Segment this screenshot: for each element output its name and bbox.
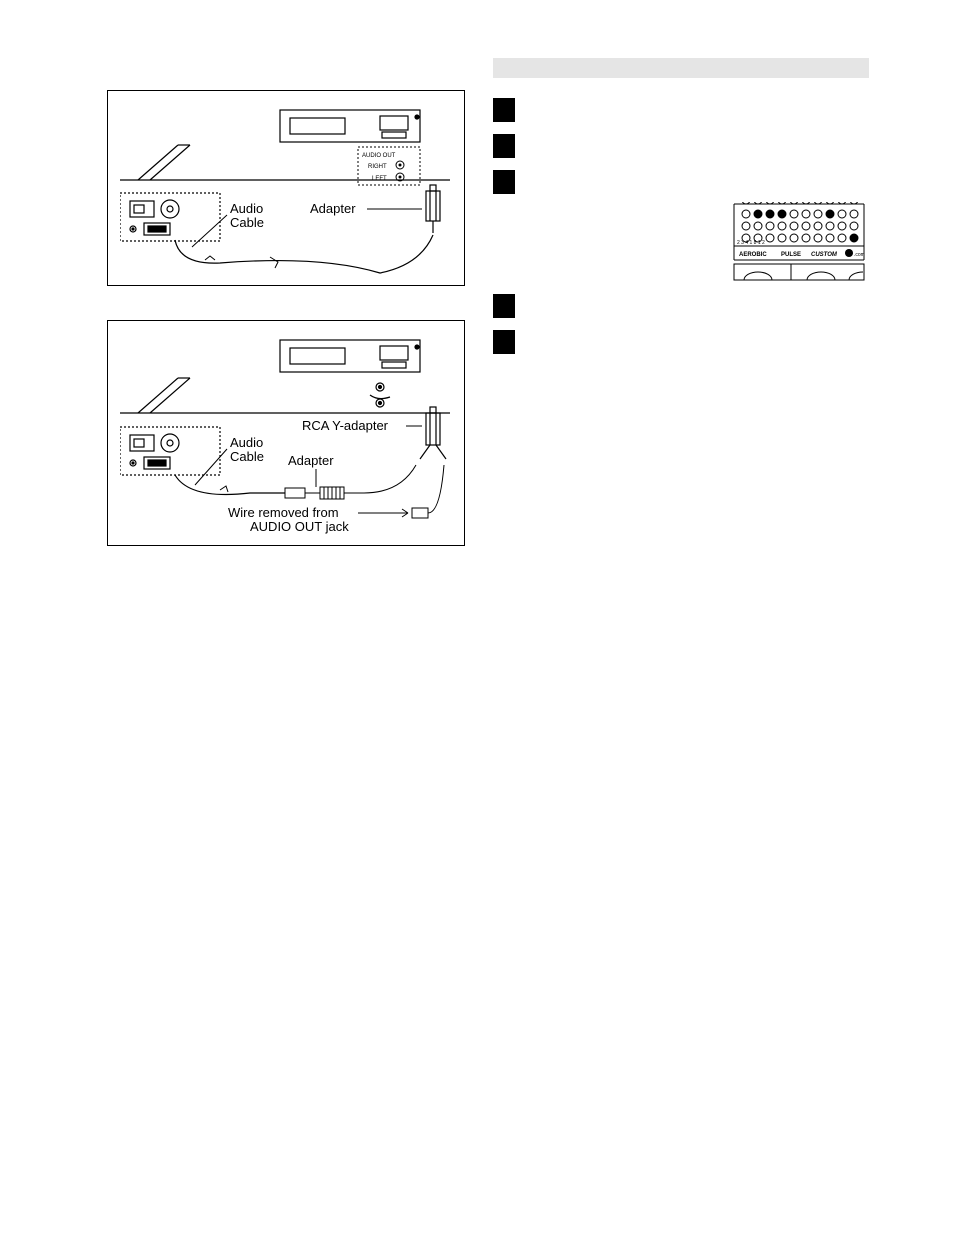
step-1-num — [493, 98, 515, 122]
fig-b-rca: RCA Y-adapter — [302, 418, 389, 433]
figure-a: AUDIO OUT RIGHT LEFT — [107, 90, 465, 286]
fig-b-audio1: Audio — [230, 435, 263, 450]
fig-b-wire1: Wire removed from — [228, 505, 339, 520]
left-column: AUDIO OUT RIGHT LEFT — [85, 58, 465, 566]
step-5 — [493, 330, 869, 354]
step-3-num — [493, 170, 515, 194]
console-custom: CUSTOM — [811, 252, 838, 258]
step-2 — [493, 134, 869, 158]
audio-out-label: AUDIO OUT — [362, 153, 396, 159]
right-column: 2 3 4 1 8 1 2 AEROBIC PULSE CUSTOM .com — [493, 58, 869, 566]
step-4 — [493, 294, 869, 318]
right-jack-label: RIGHT — [368, 164, 387, 170]
step-1 — [493, 98, 869, 122]
fig-b-wire2: AUDIO OUT jack — [250, 519, 349, 534]
step-3: 2 3 4 1 8 1 2 AEROBIC PULSE CUSTOM .com — [493, 170, 869, 282]
svg-text:2 3 4 1 8 1 2: 2 3 4 1 8 1 2 — [737, 240, 765, 246]
fig-a-audio-cable1: Audio — [230, 201, 263, 216]
page-columns: AUDIO OUT RIGHT LEFT — [85, 58, 869, 566]
fig-a-adapter: Adapter — [310, 201, 356, 216]
fig-a-audio-cable2: Cable — [230, 215, 264, 230]
right-heading — [493, 58, 869, 78]
step-5-num — [493, 330, 515, 354]
console-display-icon: 2 3 4 1 8 1 2 AEROBIC PULSE CUSTOM .com — [729, 202, 869, 282]
figure-b-diagram: RCA Y-adapter Audio Cable Adapter — [120, 335, 450, 535]
console-aerobic: AEROBIC — [739, 252, 767, 258]
figure-a-diagram: AUDIO OUT RIGHT LEFT — [120, 105, 450, 275]
step-4-num — [493, 294, 515, 318]
fig-b-audio2: Cable — [230, 449, 264, 464]
fig-b-adapter: Adapter — [288, 453, 334, 468]
console-pulse: PULSE — [781, 252, 801, 258]
left-jack-label: LEFT — [372, 176, 387, 182]
figure-b: RCA Y-adapter Audio Cable Adapter — [107, 320, 465, 546]
step-2-num — [493, 134, 515, 158]
svg-text:.com: .com — [854, 252, 865, 258]
